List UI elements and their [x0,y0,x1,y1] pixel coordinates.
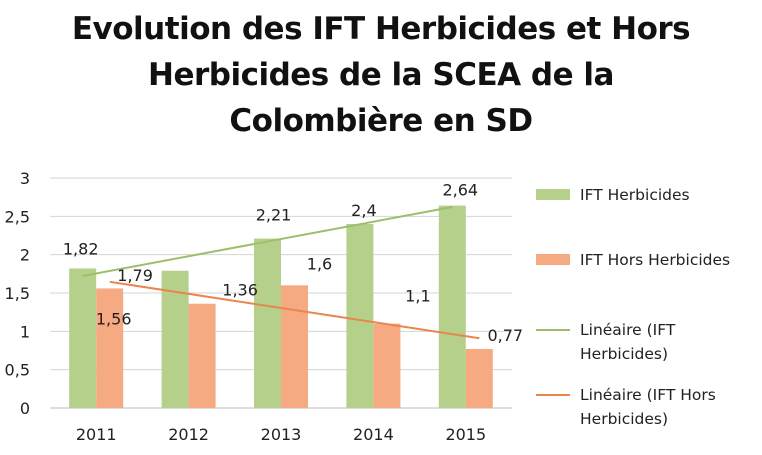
data-label: 1,6 [307,254,332,273]
bar-ift-herbicides [254,238,281,408]
legend-label-trend-hors-herbicides-line-1: Linéaire (IFT Hors [580,386,716,404]
legend-item-ift-herbicides: IFT Herbicides [536,183,762,207]
legend-label-ift-herbicides: IFT Herbicides [580,186,690,204]
legend-label-trend-herbicides-line-1: Linéaire (IFT [580,321,676,339]
data-label: 2,64 [442,181,478,200]
legend-item-ift-hors-herbicides: IFT Hors Herbicides [536,248,762,272]
trendline [109,280,480,340]
data-label: 1,56 [96,309,132,328]
data-label: 2,21 [256,206,292,225]
y-tick-label: 1 [20,322,30,341]
data-label: 1,36 [222,281,258,300]
bar-ift-hors-herbicides [281,285,308,408]
y-tick-label: 0,5 [5,361,30,380]
legend-swatch-ift-hors-herbicides [536,254,570,265]
legend-swatch-trend-herbicides [536,329,570,331]
legend-label-trend-hors-herbicides-line-2: Herbicides) [580,410,669,428]
legend-item-trend-hors-herbicides: Linéaire (IFT Hors Herbicides) [536,383,762,431]
data-label: 2,4 [351,201,376,220]
y-tick-label: 2 [20,246,30,265]
bar-ift-herbicides [438,205,466,408]
legend-label-trend-herbicides-line-2: Herbicides) [580,345,669,363]
y-tick-label: 2,5 [5,207,30,226]
x-tick-label: 2014 [353,425,394,444]
legend-swatch-ift-herbicides [536,189,570,200]
bar-ift-hors-herbicides [465,348,493,408]
x-tick-label: 2013 [261,425,302,444]
y-tick-label: 3 [20,169,30,188]
x-tick-label: 2011 [76,425,117,444]
x-tick-label: 2012 [168,425,209,444]
legend-label-trend-herbicides: Linéaire (IFT Herbicides) [580,318,762,366]
chart-title-line-2: Herbicides de la SCEA de la [148,57,614,93]
chart-title: Evolution des IFT Herbicides et Hors Her… [0,6,762,144]
legend-item-trend-herbicides: Linéaire (IFT Herbicides) [536,318,762,366]
y-tick-label: 0 [20,399,30,418]
legend-swatch-trend-hors-herbicides [536,394,570,396]
bar-ift-herbicides [346,224,374,408]
legend-label-ift-hors-herbicides: IFT Hors Herbicides [580,251,731,269]
x-tick-label: 2015 [445,425,486,444]
chart-title-line-3: Colombière en SD [229,103,533,139]
bar-ift-hors-herbicides [96,288,124,408]
chart-title-line-1: Evolution des IFT Herbicides et Hors [71,11,691,47]
data-label: 1,1 [405,287,430,306]
bar-ift-herbicides [69,268,97,408]
data-label: 1,82 [63,239,99,258]
data-label: 1,79 [117,266,153,285]
legend-label-trend-hors-herbicides: Linéaire (IFT Hors Herbicides) [580,383,762,431]
trendline [82,205,453,277]
data-label: 0,77 [487,326,523,345]
y-tick-label: 1,5 [5,284,30,303]
bar-ift-hors-herbicides [188,303,216,408]
bar-ift-hors-herbicides [373,323,401,408]
